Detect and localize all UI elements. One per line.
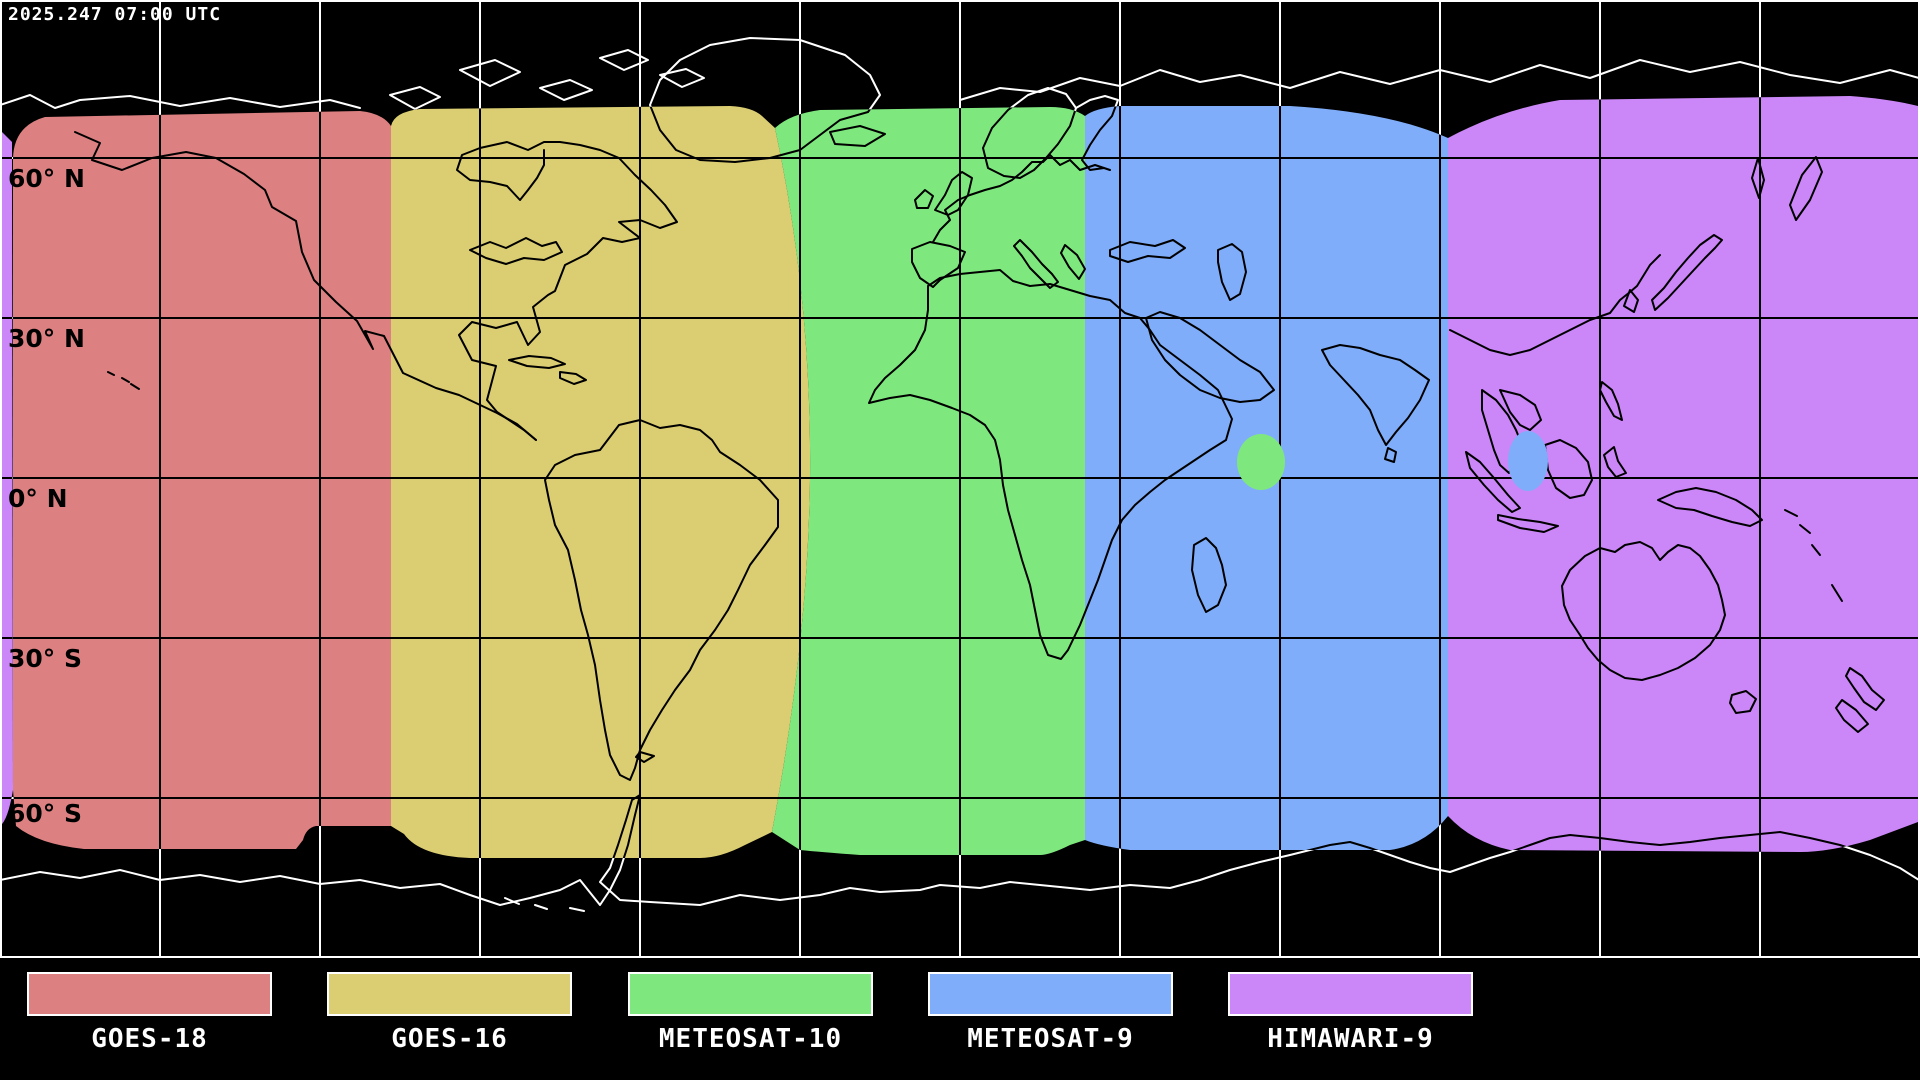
legend-label-goes-16: GOES-16 <box>391 1024 508 1054</box>
legend-swatch-goes-18 <box>27 972 272 1016</box>
zone-goes-18 <box>13 111 391 849</box>
zone-meteosat-10 <box>772 107 1085 855</box>
legend-swatch-meteosat-10 <box>628 972 873 1016</box>
legend-swatch-himawari-9 <box>1228 972 1473 1016</box>
lat-label-30s: 30° S <box>8 644 82 673</box>
legend: GOES-18 GOES-16 METEOSAT-10 METEOSAT-9 H… <box>0 958 1920 1080</box>
legend-label-goes-18: GOES-18 <box>91 1024 208 1054</box>
coverage-map-svg: 2025.247 07:00 UTC 60° N 30° N 0° N 30° … <box>0 0 1920 958</box>
lat-label-60n: 60° N <box>8 164 85 193</box>
meteosat-9-borneo-spot <box>1508 431 1548 491</box>
world-coverage-map: 2025.247 07:00 UTC 60° N 30° N 0° N 30° … <box>0 0 1920 958</box>
zone-goes-16 <box>391 106 811 858</box>
legend-swatch-goes-16 <box>327 972 572 1016</box>
coverage-zones <box>0 96 1918 858</box>
legend-label-meteosat-10: METEOSAT-10 <box>658 1024 843 1054</box>
map-border <box>0 0 1920 958</box>
lat-label-0n: 0° N <box>8 484 68 513</box>
meteosat-10-indian-ocean-spot <box>1237 434 1285 490</box>
zone-himawari-9 <box>1448 96 1918 852</box>
grid-lines-coverage <box>0 0 1920 958</box>
legend-label-himawari-9: HIMAWARI-9 <box>1267 1024 1434 1054</box>
lat-label-60s: 60° S <box>8 799 82 828</box>
legend-label-meteosat-9: METEOSAT-9 <box>967 1024 1134 1054</box>
lat-label-30n: 30° N <box>8 324 85 353</box>
legend-swatch-meteosat-9 <box>928 972 1173 1016</box>
timestamp-label: 2025.247 07:00 UTC <box>8 4 221 25</box>
